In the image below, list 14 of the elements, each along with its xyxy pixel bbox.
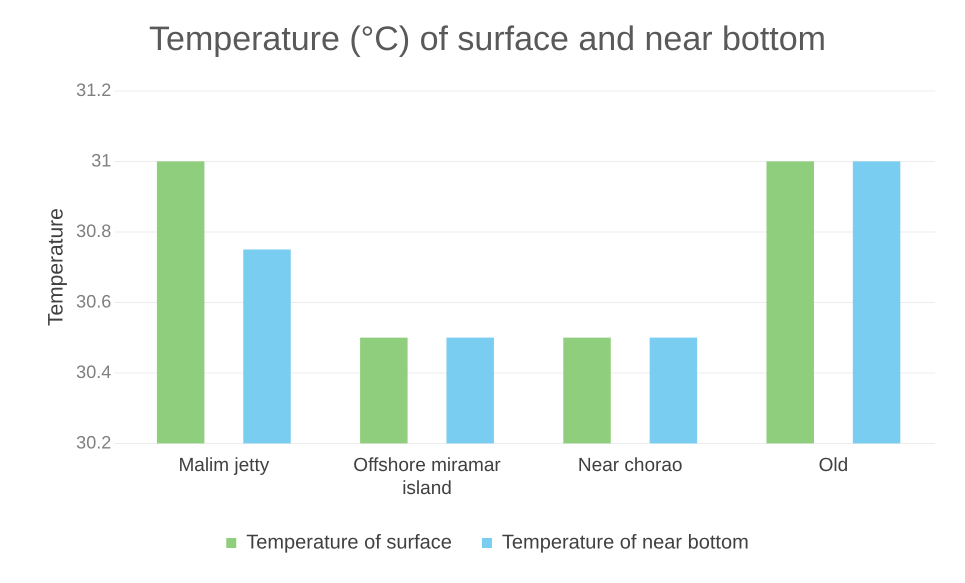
y-tick-label: 30.8 xyxy=(76,220,112,241)
y-tick-label: 31.2 xyxy=(76,80,112,100)
chart-title: Temperature (°C) of surface and near bottom xyxy=(149,20,826,58)
y-tick-label: 30.6 xyxy=(76,291,112,312)
legend-label: Temperature of near bottom xyxy=(502,532,749,554)
x-tick-label: Malim jetty xyxy=(178,455,270,476)
x-tick-label: Old xyxy=(818,455,848,476)
y-tick-label: 30.2 xyxy=(76,432,112,452)
legend-label: Temperature of surface xyxy=(246,532,452,554)
y-axis-title: Temperature xyxy=(44,208,68,326)
x-tick-label: Near chorao xyxy=(578,455,682,476)
y-tick-label: 30.4 xyxy=(76,362,112,382)
y-tick-label: 31 xyxy=(91,150,112,170)
x-tick-label: Offshore miramar island xyxy=(353,455,502,499)
